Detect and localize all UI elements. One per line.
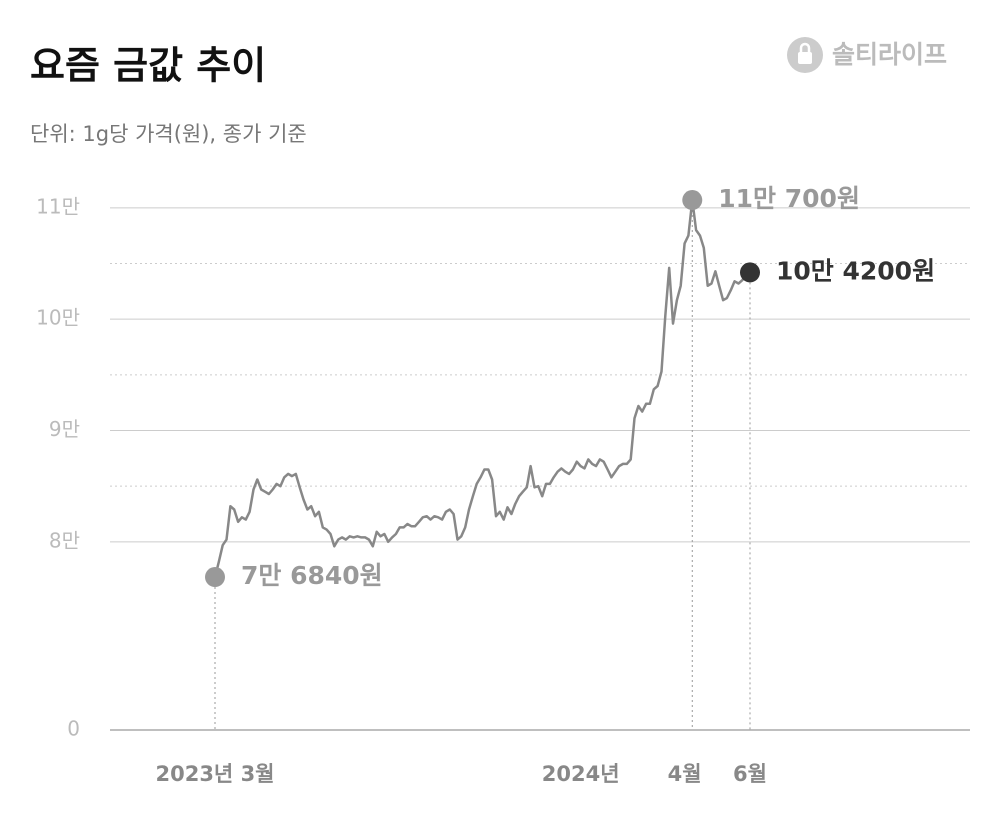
value-label: 10만 4200원 (776, 256, 935, 285)
y-tick-label: 10만 (36, 306, 80, 330)
y-tick-label: 11만 (36, 194, 80, 218)
y-tick-label: 9만 (49, 417, 80, 441)
chart-title: 요즘 금값 추이 (30, 44, 266, 88)
x-tick-label: 4월 (668, 762, 702, 786)
brand-logo: 솔티라이프 (787, 37, 947, 73)
highlight-point (682, 190, 703, 211)
value-label: 7만 6840원 (241, 561, 383, 590)
price-line (213, 198, 751, 578)
brand-name: 솔티라이프 (832, 40, 947, 69)
y-tick-label: 8만 (49, 528, 80, 552)
brand-icon-shackle (799, 42, 811, 52)
brand-icon-body (798, 52, 812, 64)
value-label: 11만 700원 (718, 184, 860, 213)
highlight-point (205, 567, 225, 588)
x-tick-label: 2024년 (542, 762, 620, 786)
x-tick-label: 2023년 3월 (155, 762, 274, 786)
highlight-point (740, 262, 760, 283)
chart-subtitle: 단위: 1g당 가격(원), 종가 기준 (30, 122, 307, 146)
y-tick-label: 0 (67, 717, 80, 741)
x-tick-label: 6월 (733, 762, 767, 786)
